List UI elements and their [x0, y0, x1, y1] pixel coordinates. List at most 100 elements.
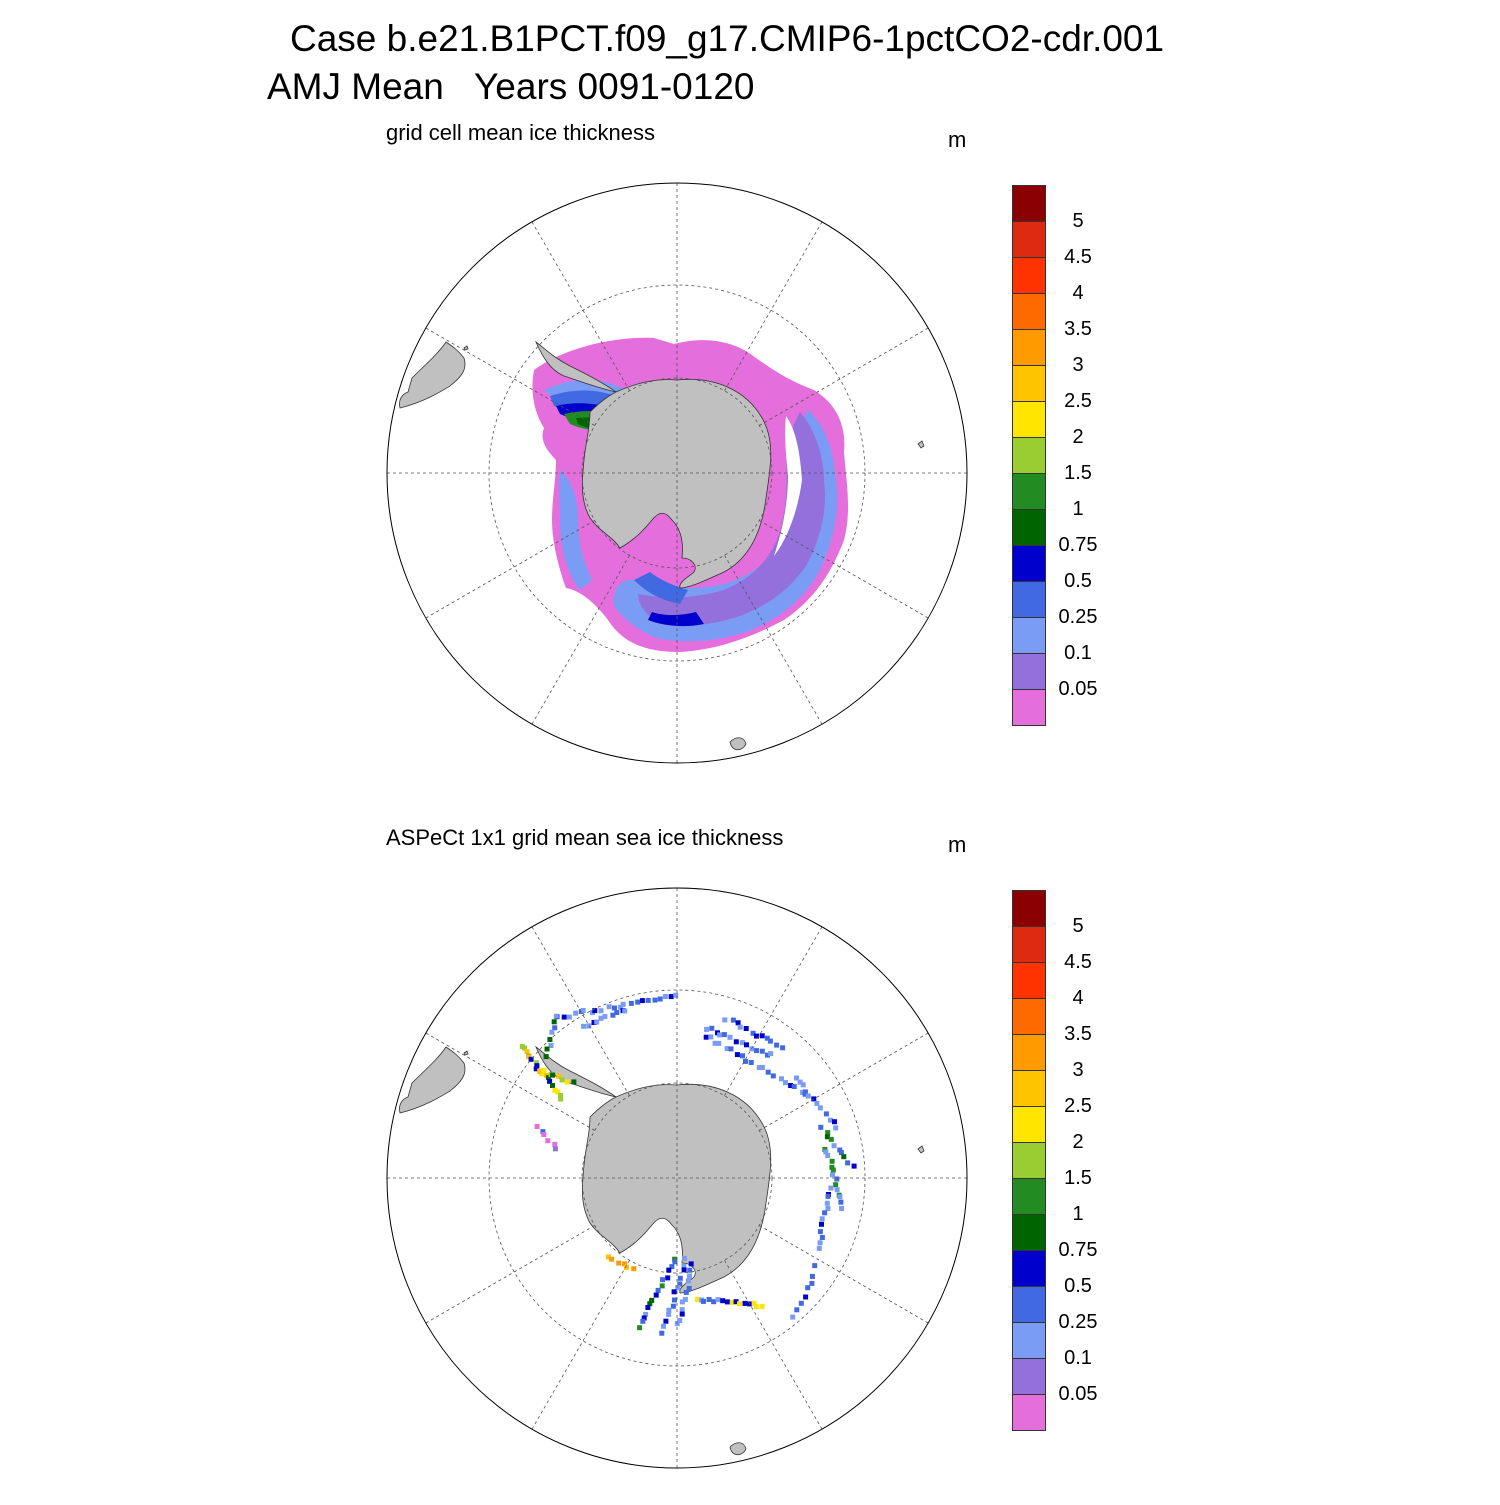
obs-cell — [635, 999, 641, 1005]
colorbar-label: 1 — [1072, 498, 1084, 520]
obs-cell — [685, 1278, 691, 1284]
obs-cell — [695, 1296, 700, 1302]
obs-cell — [556, 1073, 562, 1079]
colorbar-label: 0.05 — [1058, 1383, 1098, 1405]
obs-cell — [759, 1048, 765, 1054]
obs-cell — [592, 1008, 598, 1014]
ice-region-0.1 — [638, 412, 826, 626]
obs-cell — [703, 1034, 709, 1040]
obs-cell — [803, 1294, 809, 1300]
colorbar-box — [1012, 890, 1046, 927]
obs-cell — [549, 1029, 555, 1035]
obs-cell — [641, 1315, 647, 1321]
obs-cell — [580, 1008, 586, 1013]
obs-cell — [706, 1297, 712, 1302]
obs-cell — [764, 1052, 770, 1058]
obs-cell — [737, 1024, 743, 1030]
obs-cell — [534, 1060, 540, 1066]
obs-cell — [733, 1039, 739, 1045]
obs-cell — [788, 1083, 794, 1088]
obs-cell — [545, 1138, 551, 1144]
obs-cell — [682, 1255, 687, 1261]
obs-cell — [782, 1080, 788, 1086]
obs-cell — [712, 1040, 718, 1046]
colorbar-label: 4.5 — [1064, 246, 1092, 268]
meridian-line — [531, 221, 630, 391]
meridian-line — [759, 327, 929, 426]
obs-cell — [742, 1300, 748, 1306]
obs-cell — [534, 1063, 540, 1069]
meridian-line — [724, 1260, 823, 1430]
obs-cell — [581, 1023, 587, 1029]
obs-cell — [791, 1084, 797, 1089]
obs-cell — [673, 992, 679, 998]
obs-cell — [573, 1010, 579, 1016]
obs-cell — [624, 1264, 629, 1270]
obs-cell — [825, 1193, 831, 1199]
obs-cell — [666, 1311, 672, 1317]
obs-cell — [637, 1325, 643, 1331]
obs-cell — [612, 1005, 617, 1011]
obs-cell — [679, 1311, 685, 1317]
obs-cell — [780, 1045, 786, 1051]
obs-cell — [744, 1042, 749, 1048]
meridian-line — [724, 555, 823, 725]
obs-cell — [687, 1267, 693, 1273]
colorbar-label: 0.75 — [1058, 1239, 1098, 1261]
obs-cell — [768, 1051, 774, 1057]
obs-cell — [798, 1300, 804, 1306]
colorbar-box — [1012, 1034, 1046, 1071]
obs-cell — [743, 1026, 749, 1031]
obs-cell — [734, 1052, 740, 1058]
obs-cell — [558, 1093, 563, 1098]
obs-cell — [722, 1017, 728, 1023]
colorbar-box — [1012, 1214, 1046, 1251]
open-water — [774, 416, 802, 556]
obs-cell — [779, 1076, 784, 1082]
obs-cell — [659, 1283, 665, 1289]
meridian-line — [724, 221, 823, 391]
panel-title: ASPeCt 1x1 grid mean sea ice thickness — [386, 825, 784, 850]
colorbar-label: 4 — [1072, 282, 1084, 304]
obs-cell — [552, 1141, 558, 1147]
colorbar-label: 5 — [1072, 915, 1084, 937]
obs-cell — [828, 1136, 834, 1142]
period-title: AMJ Mean Years 0091-0120 — [267, 66, 755, 107]
obs-cell — [661, 1323, 666, 1329]
obs-cell — [591, 1020, 597, 1025]
obs-cell — [740, 1053, 745, 1059]
colorbar-label: 0.1 — [1064, 1347, 1092, 1369]
obs-cell — [668, 994, 674, 1000]
antarctica-landmass — [581, 1083, 772, 1294]
obs-cell — [812, 1263, 818, 1269]
obs-cell — [830, 1167, 836, 1173]
obs-cell — [687, 1273, 692, 1279]
colorbar-label: 0.1 — [1064, 642, 1092, 664]
obs-cell — [824, 1200, 830, 1206]
obs-cell — [800, 1089, 806, 1095]
obs-cell — [552, 1087, 558, 1093]
obs-cell — [754, 1048, 759, 1054]
obs-cell — [750, 1030, 756, 1036]
obs-cell — [759, 1303, 765, 1309]
obs-cell — [802, 1089, 808, 1095]
meridian-line — [759, 1032, 929, 1131]
colorbar-label: 4 — [1072, 987, 1084, 1009]
colorbar-box — [1012, 1106, 1046, 1143]
obs-cell — [628, 1000, 634, 1006]
obs-cell — [559, 1077, 565, 1083]
obs-cell — [704, 1026, 710, 1032]
antarctic-peninsula — [535, 1045, 617, 1098]
colorbar-label: 3.5 — [1064, 318, 1092, 340]
colorbar-label: 0.5 — [1064, 1275, 1092, 1297]
obs-cell — [790, 1314, 796, 1320]
south-america-landmass — [399, 1046, 466, 1114]
obs-cell — [610, 1012, 616, 1018]
panel-units: m — [948, 127, 967, 152]
obs-cell — [543, 1054, 549, 1060]
obs-cell — [833, 1125, 839, 1131]
meridian-line — [531, 1260, 630, 1430]
obs-cell — [716, 1040, 722, 1046]
obs-cell — [614, 1010, 620, 1015]
colorbar-box — [1012, 257, 1046, 294]
